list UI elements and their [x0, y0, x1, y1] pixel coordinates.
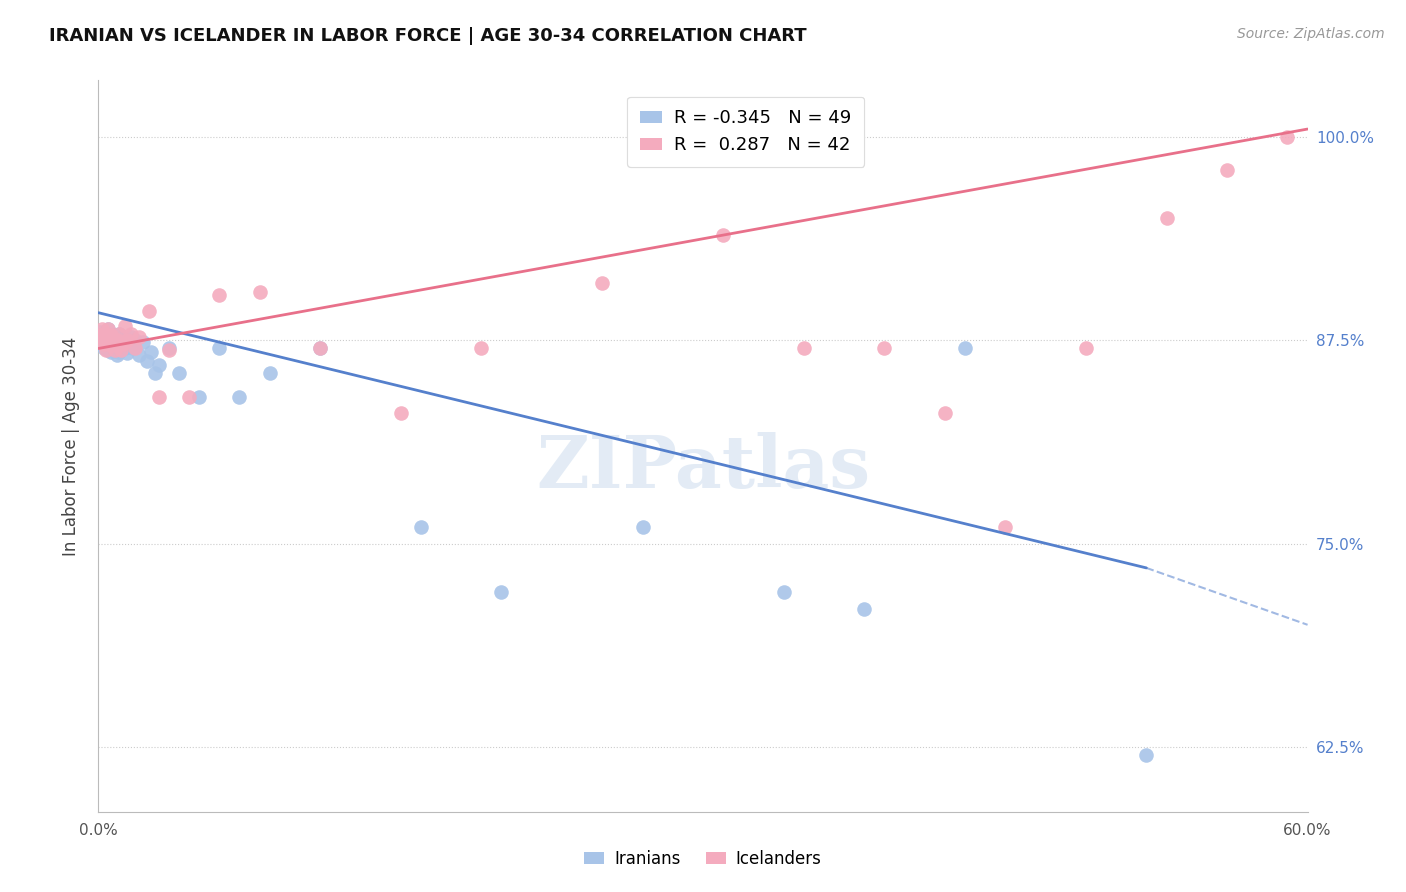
Point [103, 328, 125, 343]
Point [208, 288, 231, 302]
Point [934, 407, 956, 421]
Point [853, 601, 876, 615]
Point [138, 304, 160, 318]
Point [115, 346, 138, 360]
Point [105, 348, 128, 362]
Point [100, 332, 122, 346]
Point [772, 585, 794, 599]
Point [96, 343, 118, 357]
Point [121, 342, 143, 356]
Text: IRANIAN VS ICELANDER IN LABOR FORCE | AGE 30-34 CORRELATION CHART: IRANIAN VS ICELANDER IN LABOR FORCE | AG… [49, 27, 807, 45]
Point [96, 338, 118, 352]
Point [135, 354, 157, 368]
Point [93, 326, 115, 341]
Point [128, 330, 150, 344]
Point [91, 334, 114, 348]
Point [114, 342, 136, 356]
Point [114, 318, 136, 333]
Point [148, 390, 170, 404]
Point [132, 334, 155, 349]
Y-axis label: In Labor Force | Age 30-34: In Labor Force | Age 30-34 [62, 336, 80, 556]
Point [96, 326, 118, 341]
Point [96, 332, 118, 346]
Point [110, 343, 132, 357]
Point [1135, 747, 1157, 762]
Point [118, 336, 141, 351]
Point [100, 344, 122, 359]
Point [91, 328, 114, 343]
Point [167, 366, 190, 380]
Point [107, 334, 129, 349]
Point [143, 366, 166, 380]
Point [228, 390, 250, 404]
Point [309, 342, 332, 356]
Point [139, 344, 162, 359]
Point [100, 338, 122, 352]
Point [179, 390, 201, 404]
Point [188, 390, 211, 404]
Point [103, 343, 125, 357]
Point [115, 334, 138, 348]
Point [994, 520, 1017, 534]
Point [107, 334, 129, 349]
Point [107, 344, 129, 359]
Point [389, 407, 412, 421]
Point [97, 343, 120, 357]
Point [148, 358, 170, 372]
Point [91, 322, 114, 336]
Point [309, 342, 332, 356]
Point [470, 342, 492, 356]
Point [97, 322, 120, 336]
Point [157, 343, 180, 357]
Point [631, 520, 654, 534]
Point [591, 277, 613, 291]
Point [89, 325, 111, 339]
Point [93, 336, 115, 351]
Point [793, 342, 815, 356]
Point [1216, 162, 1239, 177]
Point [100, 328, 122, 343]
Point [93, 342, 115, 356]
Point [97, 322, 120, 336]
Point [491, 585, 513, 599]
Point [249, 285, 271, 299]
Point [873, 342, 896, 356]
Point [93, 330, 115, 344]
Point [89, 328, 111, 343]
Point [107, 326, 129, 341]
Text: Source: ZipAtlas.com: Source: ZipAtlas.com [1237, 27, 1385, 41]
Legend: R = -0.345   N = 49, R =  0.287   N = 42: R = -0.345 N = 49, R = 0.287 N = 42 [627, 96, 865, 167]
Point [208, 342, 231, 356]
Point [259, 366, 281, 380]
Point [103, 340, 125, 354]
Point [1156, 211, 1178, 226]
Point [97, 334, 120, 348]
Point [1074, 342, 1097, 356]
Point [101, 334, 124, 348]
Point [91, 334, 114, 348]
Point [101, 334, 124, 348]
Point [105, 336, 128, 351]
Point [124, 342, 146, 356]
Point [101, 343, 124, 357]
Point [953, 342, 976, 356]
Point [105, 334, 128, 348]
Point [107, 326, 129, 341]
Legend: Iranians, Icelanders: Iranians, Icelanders [578, 844, 828, 875]
Point [93, 336, 115, 351]
Point [409, 520, 432, 534]
Text: ZIPatlas: ZIPatlas [536, 433, 870, 503]
Point [1277, 130, 1299, 145]
Point [110, 342, 132, 356]
Point [111, 332, 134, 346]
Point [111, 336, 134, 351]
Point [711, 227, 734, 242]
Point [120, 330, 142, 344]
Point [157, 342, 180, 356]
Point [128, 348, 150, 362]
Point [124, 334, 146, 348]
Point [120, 326, 142, 341]
